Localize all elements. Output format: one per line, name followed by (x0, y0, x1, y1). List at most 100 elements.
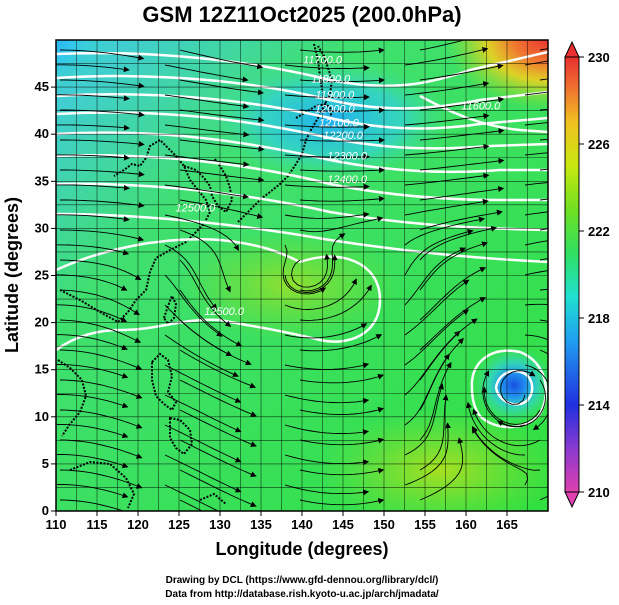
streamline (404, 383, 444, 456)
streamline (299, 47, 385, 54)
colorbar-tick-label: 214 (588, 398, 610, 413)
contour-label: 11900.0 (315, 89, 355, 101)
y-axis-ticks: 0 5 10 15 20 25 30 35 40 45 (35, 79, 56, 518)
colorbar-tick-label: 222 (588, 224, 610, 239)
streamline (59, 469, 143, 489)
streamline (299, 167, 385, 174)
streamline (524, 334, 548, 341)
streamline (60, 79, 145, 89)
streamline (404, 81, 490, 96)
streamline (472, 427, 529, 486)
y-tick-label: 5 (42, 456, 49, 471)
streamline (56, 94, 130, 102)
streamline (404, 247, 466, 306)
credit-drawing: Drawing by DCL (https://www.gfd-dennou.o… (166, 575, 439, 586)
streamline (299, 373, 384, 384)
colorbar-ticks: 210 214 218 222 226 230 (579, 50, 610, 500)
contour-label: 12400.0 (327, 174, 368, 186)
streamline (404, 143, 490, 156)
streamline (299, 195, 385, 202)
streamline (179, 499, 204, 511)
streamline (56, 364, 129, 379)
contour-12500-high (56, 255, 382, 352)
streamline (284, 211, 370, 219)
streamline (56, 274, 128, 291)
streamline (179, 439, 257, 477)
streamline (539, 48, 548, 51)
y-tick-label: 40 (35, 126, 49, 141)
streamline (56, 214, 130, 223)
plot-area: 11700.0 11800.0 11900.0 12000.0 12100.012200… (56, 40, 548, 511)
coastline-new-guinea (199, 492, 227, 505)
streamline (59, 289, 140, 316)
x-tick-label: 120 (127, 517, 149, 532)
streamline (524, 122, 548, 126)
streamline (299, 407, 385, 415)
streamline (56, 334, 128, 351)
gridlines (56, 40, 548, 511)
y-tick-label: 35 (35, 173, 49, 188)
y-tick-label: 0 (42, 503, 49, 518)
streamline (524, 211, 548, 216)
streamline (164, 334, 239, 377)
streamline (179, 139, 265, 152)
streamline (59, 319, 142, 343)
streamline (404, 309, 470, 366)
streamline (419, 361, 452, 441)
streamline (164, 454, 242, 493)
streamline (164, 424, 242, 463)
streamline (60, 109, 145, 118)
contour-label: 11700.0 (303, 55, 343, 67)
streamline (524, 152, 548, 156)
streamline (524, 364, 548, 431)
x-tick-label: 130 (209, 517, 231, 532)
streamline (179, 109, 265, 123)
streamline (404, 216, 485, 246)
coastline-taiwan (162, 293, 178, 326)
coastline-indochina (57, 359, 88, 437)
streamline (299, 498, 385, 506)
streamline (404, 229, 474, 276)
streamline (56, 154, 130, 161)
streamline (404, 46, 489, 66)
contour-12300 (56, 182, 548, 232)
streamline (179, 379, 257, 417)
streamline (524, 182, 548, 186)
streamline (419, 40, 466, 51)
streamline (179, 469, 257, 507)
contour-12200 (56, 154, 548, 202)
chart-title: GSM 12Z11Oct2025 (200.0hPa) (142, 2, 461, 27)
coastline-china (59, 138, 212, 324)
streamline (56, 424, 129, 439)
streamline (299, 77, 385, 84)
x-axis-label: Longitude (degrees) (215, 539, 388, 559)
streamline (419, 128, 505, 141)
streamline (404, 198, 489, 216)
colorbar-gradient (564, 56, 580, 493)
streamline (481, 386, 541, 425)
contour-label: 12000.0 (315, 104, 356, 116)
streamline (56, 184, 130, 191)
streamline (524, 270, 548, 276)
streamline (59, 259, 142, 281)
streamline (284, 278, 357, 310)
x-tick-label: 135 (250, 517, 272, 532)
streamline (419, 241, 488, 291)
streamline (284, 484, 370, 496)
streamline (179, 349, 257, 389)
streamline (284, 323, 368, 339)
streamline (419, 63, 504, 81)
x-tick-label: 140 (291, 517, 313, 532)
streamline (284, 454, 370, 466)
streamline (299, 137, 385, 144)
colorbar-max-arrow (564, 40, 580, 58)
streamline (404, 279, 470, 336)
streamline (284, 424, 369, 436)
coastline-luzon (151, 352, 178, 412)
streamline (419, 96, 505, 111)
streamline (56, 304, 128, 323)
streamline (179, 169, 265, 183)
contour-label: 12100.0 (319, 118, 360, 130)
streamline (291, 253, 331, 288)
